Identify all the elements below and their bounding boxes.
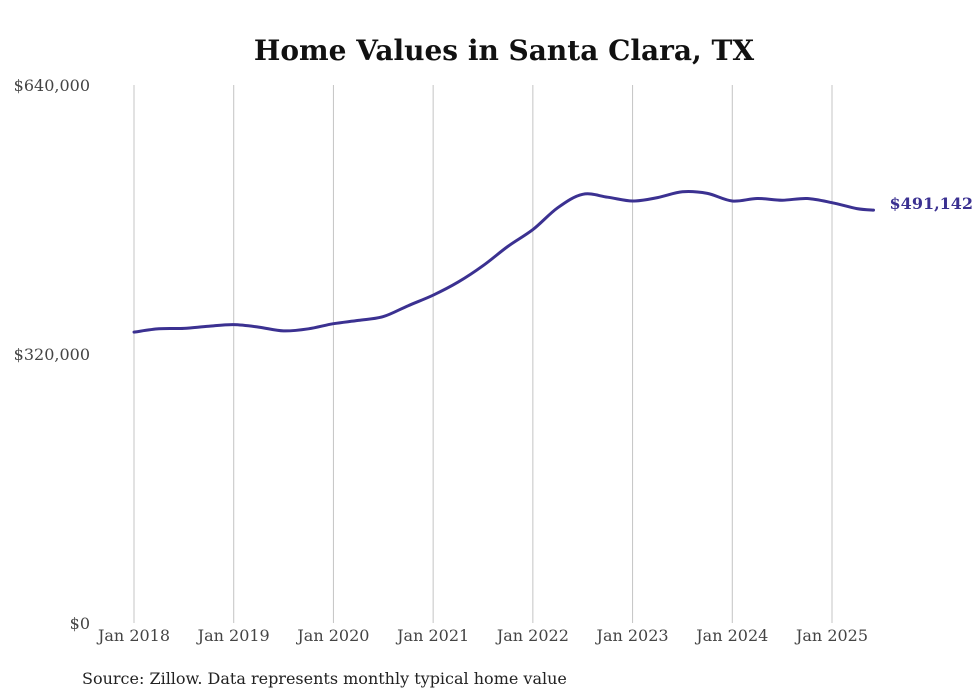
y-axis-ticks: $0 $320,000 $640,000 [14,76,90,633]
y-tick-label: $640,000 [14,76,90,95]
x-tick-label: Jan 2023 [595,626,669,645]
x-tick-label: Jan 2020 [295,626,369,645]
series-line-home-value [132,190,875,334]
y-tick-label: $0 [70,614,90,633]
end-value-label: $491,142 [890,194,974,213]
grid-lines [133,85,833,623]
chart-title: Home Values in Santa Clara, TX [254,34,755,67]
source-note: Source: Zillow. Data represents monthly … [82,669,567,688]
x-tick-label: Jan 2019 [196,626,270,645]
x-tick-label: Jan 2018 [96,626,170,645]
x-tick-label: Jan 2022 [495,626,569,645]
x-tick-label: Jan 2021 [395,626,469,645]
x-tick-label: Jan 2024 [694,626,768,645]
y-tick-label: $320,000 [14,345,90,364]
x-tick-label: Jan 2025 [794,626,868,645]
x-axis-ticks: Jan 2018 Jan 2019 Jan 2020 Jan 2021 Jan 2022… [96,626,868,645]
